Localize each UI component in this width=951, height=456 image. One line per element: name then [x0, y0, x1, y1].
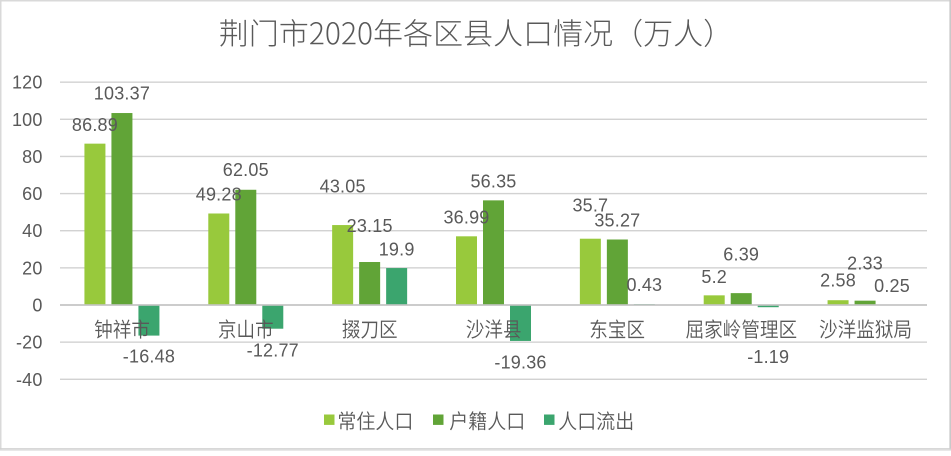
svg-text:36.99: 36.99 — [443, 208, 489, 228]
svg-text:23.15: 23.15 — [347, 216, 393, 236]
svg-text:103.37: 103.37 — [94, 84, 150, 104]
svg-text:43.05: 43.05 — [320, 176, 366, 196]
svg-text:-16.48: -16.48 — [123, 347, 175, 367]
svg-text:35.27: 35.27 — [594, 211, 640, 231]
svg-text:0.43: 0.43 — [626, 275, 662, 295]
svg-text:-19.36: -19.36 — [494, 353, 546, 373]
svg-text:-20: -20 — [16, 333, 43, 353]
svg-text:120: 120 — [12, 73, 43, 93]
svg-text:-1.19: -1.19 — [747, 347, 789, 367]
svg-text:100: 100 — [12, 110, 43, 130]
svg-text:49.28: 49.28 — [196, 185, 242, 205]
svg-text:19.9: 19.9 — [379, 239, 415, 259]
svg-text:20: 20 — [22, 258, 42, 278]
svg-text:5.2: 5.2 — [701, 267, 727, 287]
svg-text:2.58: 2.58 — [820, 271, 856, 291]
svg-text:80: 80 — [22, 147, 42, 167]
svg-text:56.35: 56.35 — [470, 172, 516, 192]
svg-text:40: 40 — [22, 221, 42, 241]
svg-text:86.89: 86.89 — [72, 115, 118, 135]
svg-text:62.05: 62.05 — [223, 160, 269, 180]
svg-text:6.39: 6.39 — [723, 245, 759, 265]
svg-text:0: 0 — [32, 296, 42, 316]
svg-text:0.25: 0.25 — [874, 276, 910, 296]
svg-text:2.33: 2.33 — [847, 253, 883, 273]
svg-text:60: 60 — [22, 184, 42, 204]
svg-text:-12.77: -12.77 — [247, 341, 299, 361]
svg-text:-40: -40 — [16, 370, 43, 390]
